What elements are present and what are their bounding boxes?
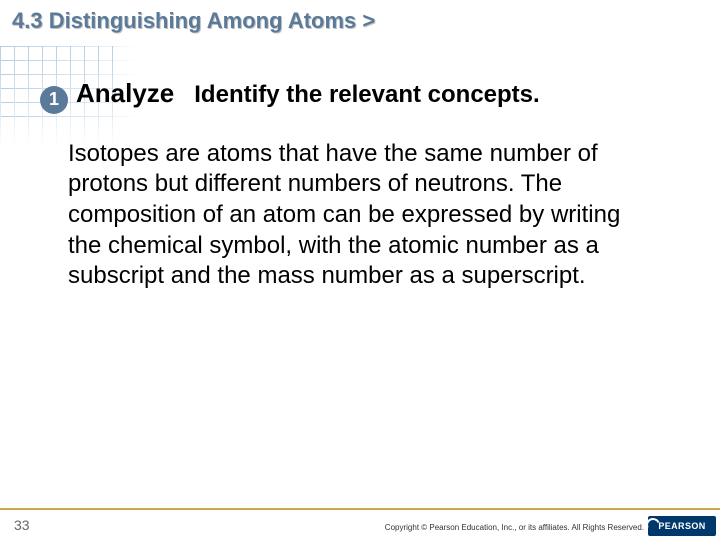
pearson-logo: PEARSON	[648, 516, 716, 536]
step-heading: 1 Analyze Identify the relevant concepts…	[40, 78, 680, 111]
step-number-badge: 1	[40, 86, 68, 114]
step-label: Analyze	[76, 78, 174, 109]
section-title: 4.3 Distinguishing Among Atoms >	[12, 8, 375, 34]
slide-content: 1 Analyze Identify the relevant concepts…	[40, 78, 680, 292]
page-number: 33	[14, 517, 30, 533]
step-description: Identify the relevant concepts.	[194, 81, 539, 109]
slide-footer: 33 Copyright © Pearson Education, Inc., …	[0, 510, 720, 540]
slide-header: 4.3 Distinguishing Among Atoms >	[0, 0, 720, 50]
logo-arc-icon	[644, 516, 662, 534]
section-number: 4.3	[12, 8, 43, 33]
chevron-icon: >	[362, 8, 375, 33]
body-paragraph: Isotopes are atoms that have the same nu…	[40, 139, 640, 293]
logo-text: PEARSON	[658, 521, 705, 531]
section-title-text: Distinguishing Among Atoms	[49, 8, 357, 33]
copyright-text: Copyright © Pearson Education, Inc., or …	[385, 523, 644, 532]
